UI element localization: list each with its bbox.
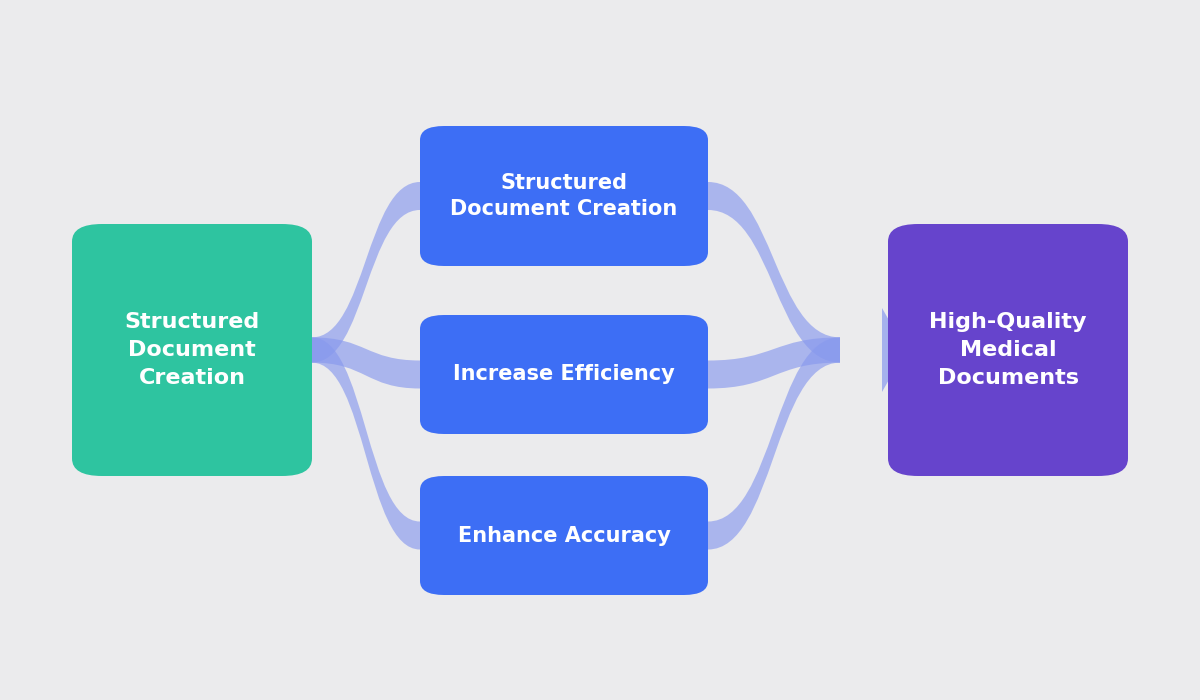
FancyBboxPatch shape	[420, 126, 708, 266]
PathPatch shape	[882, 308, 906, 392]
PathPatch shape	[708, 337, 840, 388]
Text: Enhance Accuracy: Enhance Accuracy	[457, 526, 671, 545]
PathPatch shape	[312, 337, 420, 388]
PathPatch shape	[708, 337, 840, 550]
Text: Structured
Document
Creation: Structured Document Creation	[125, 312, 259, 388]
FancyBboxPatch shape	[420, 315, 708, 434]
FancyBboxPatch shape	[888, 224, 1128, 476]
PathPatch shape	[312, 182, 420, 363]
FancyBboxPatch shape	[72, 224, 312, 476]
PathPatch shape	[312, 337, 420, 550]
Text: Increase Efficiency: Increase Efficiency	[454, 365, 674, 384]
FancyBboxPatch shape	[420, 476, 708, 595]
Text: High-Quality
Medical
Documents: High-Quality Medical Documents	[929, 312, 1087, 388]
Text: Structured
Document Creation: Structured Document Creation	[450, 173, 678, 219]
PathPatch shape	[708, 182, 840, 363]
